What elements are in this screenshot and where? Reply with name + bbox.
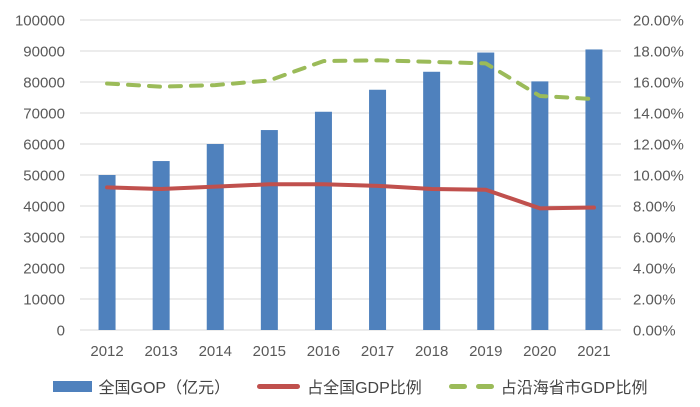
- right-axis-tick-label: 0.00%: [633, 322, 676, 339]
- x-axis-label-2018: 2018: [415, 343, 448, 360]
- x-axis-label-2013: 2013: [144, 343, 177, 360]
- bar-2013: [152, 161, 170, 330]
- x-axis-label-2020: 2020: [523, 343, 556, 360]
- bar-2017: [369, 89, 387, 330]
- left-axis-tick-label: 30000: [23, 229, 65, 246]
- national-share-line: [105, 182, 596, 211]
- bar-2012: [98, 175, 116, 330]
- bar-series-swatch-icon: [52, 380, 92, 392]
- chart-legend: 全国GOP（亿元） 占全国GDP比例 占沿海省市GDP比例: [0, 374, 700, 398]
- x-axis-label-2016: 2016: [307, 343, 340, 360]
- legend-label-national-share: 占全国GDP比例: [307, 380, 422, 397]
- left-axis-tick-label: 10000: [23, 291, 65, 308]
- legend-item-gdp-bars: 全国GOP（亿元）: [52, 374, 231, 398]
- bar-2016: [314, 111, 332, 330]
- bar-2021: [585, 49, 603, 330]
- bar-2018: [423, 71, 441, 331]
- left-axis-tick-label: 60000: [23, 136, 65, 153]
- bar-2014: [206, 144, 224, 330]
- x-axis-label-2012: 2012: [90, 343, 123, 360]
- left-axis-tick-label: 20000: [23, 260, 65, 277]
- x-axis-label-2019: 2019: [469, 343, 502, 360]
- left-axis-tick-label: 70000: [23, 105, 65, 122]
- legend-item-national-share: 占全国GDP比例: [257, 374, 422, 398]
- combo-chart: 0 0.00% 10000 2.00% 20000 4.00% 30000 6.00% 4000…: [15, 12, 684, 360]
- x-axis-label-2015: 2015: [253, 343, 286, 360]
- x-axis-label-2021: 2021: [577, 343, 610, 360]
- right-axis-tick-label: 18.00%: [633, 43, 684, 60]
- right-axis-tick-label: 6.00%: [633, 229, 676, 246]
- right-axis-tick-label: 16.00%: [633, 74, 684, 91]
- left-axis-tick-label: 100000: [15, 12, 65, 29]
- solid-line-swatch-icon: [257, 383, 301, 389]
- right-axis-tick-label: 14.00%: [633, 105, 684, 122]
- legend-item-coastal-share: 占沿海省市GDP比例: [448, 374, 648, 398]
- coastal-share-line: [105, 58, 596, 102]
- left-axis-tick-label: 0: [57, 322, 65, 339]
- legend-label-coastal-share: 占沿海省市GDP比例: [500, 380, 648, 397]
- bar-2015: [260, 130, 278, 330]
- left-axis-tick-label: 50000: [23, 167, 65, 184]
- x-axis-label-2017: 2017: [361, 343, 394, 360]
- right-axis-tick-label: 20.00%: [633, 12, 684, 29]
- left-axis-tick-label: 80000: [23, 74, 65, 91]
- right-axis-tick-label: 12.00%: [633, 136, 684, 153]
- right-axis-tick-label: 8.00%: [633, 198, 676, 215]
- dashed-line-swatch-icon: [448, 383, 494, 389]
- right-axis-tick-label: 10.00%: [633, 167, 684, 184]
- legend-label-gdp-bars: 全国GOP（亿元）: [98, 380, 231, 397]
- right-axis-tick-label: 4.00%: [633, 260, 676, 277]
- right-axis-tick-label: 2.00%: [633, 291, 676, 308]
- left-axis-tick-label: 90000: [23, 43, 65, 60]
- left-axis-tick-label: 40000: [23, 198, 65, 215]
- bar-2020: [531, 81, 549, 330]
- x-axis-label-2014: 2014: [199, 343, 232, 360]
